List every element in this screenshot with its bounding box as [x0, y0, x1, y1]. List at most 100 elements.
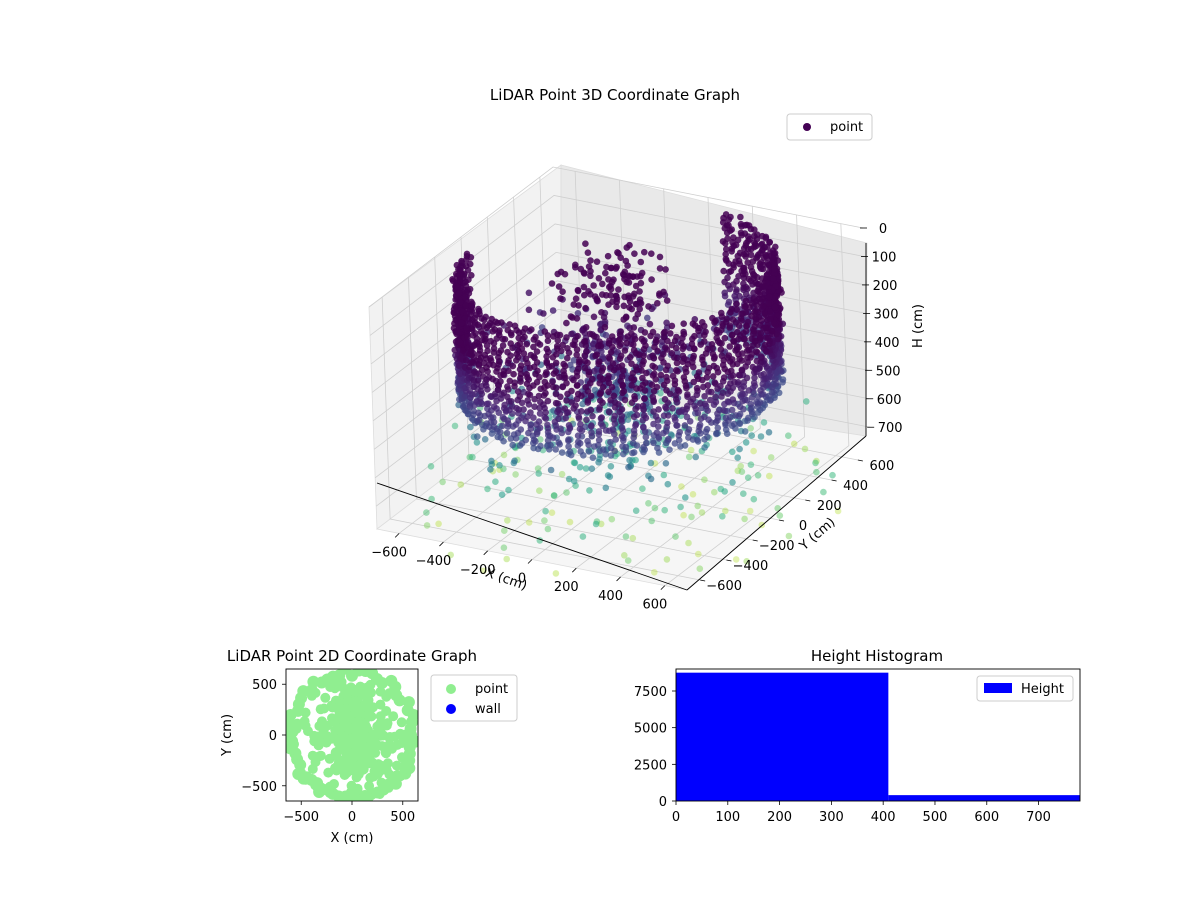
data-point-3d — [504, 393, 511, 401]
data-point-3d — [474, 321, 482, 329]
data-point-3d — [543, 358, 550, 365]
data-point-3d — [593, 351, 601, 359]
data-point-3d — [685, 426, 693, 433]
data-point-3d — [463, 252, 471, 260]
data-point-3d — [581, 338, 588, 345]
y-tick-label-3d: 600 — [869, 459, 894, 474]
data-point-3d — [642, 342, 649, 350]
data-point-3d — [564, 354, 571, 362]
data-point-3d — [549, 378, 556, 386]
data-point-3d — [757, 433, 765, 440]
data-point-3d — [751, 374, 758, 382]
data-point-3d — [595, 275, 603, 282]
data-point-3d — [752, 307, 759, 315]
data-point-3d — [675, 408, 683, 416]
data-point-3d — [524, 413, 531, 421]
data-point-3d — [709, 314, 716, 322]
data-point-3d — [721, 334, 729, 342]
data-point-3d — [640, 406, 647, 414]
data-point-3d — [558, 352, 565, 360]
data-point-3d — [605, 388, 612, 396]
data-point-3d — [574, 382, 581, 389]
data-point-3d — [728, 406, 736, 414]
data-point-3d — [685, 434, 692, 441]
data-point-2d — [358, 793, 369, 801]
data-point-3d — [594, 441, 602, 449]
data-point-3d — [751, 272, 758, 279]
data-point-3d — [741, 515, 748, 523]
data-point-3d — [704, 433, 711, 441]
data-point-3d — [536, 373, 543, 381]
data-point-2d — [294, 758, 307, 771]
data-point-3d — [747, 425, 754, 432]
data-point-3d — [580, 283, 588, 291]
data-point-3d — [488, 457, 495, 465]
data-point-3d — [694, 502, 701, 510]
data-point-3d — [643, 369, 650, 377]
data-point-3d — [574, 310, 582, 317]
histogram-bars — [676, 672, 1080, 801]
data-point-2d — [356, 735, 367, 745]
data-point-3d — [576, 356, 583, 364]
data-point-3d — [640, 448, 647, 456]
data-point-3d — [506, 321, 513, 328]
data-point-3d — [664, 399, 672, 407]
data-point-3d — [671, 414, 678, 421]
data-point-3d — [745, 414, 752, 422]
data-point-3d — [737, 462, 744, 470]
data-point-3d — [660, 350, 667, 358]
data-point-3d — [745, 275, 753, 283]
data-point-3d — [641, 329, 649, 336]
data-point-3d — [552, 390, 560, 398]
data-point-3d — [692, 453, 699, 461]
data-point-3d — [502, 408, 510, 415]
data-point-3d — [680, 343, 688, 350]
data-point-3d — [724, 354, 731, 361]
data-point-3d — [607, 364, 614, 371]
data-point-3d — [750, 379, 758, 387]
x-tick-label-3d: −600 — [371, 545, 407, 560]
data-point-3d — [447, 551, 455, 559]
data-point-3d — [528, 326, 535, 333]
data-point-3d — [497, 428, 504, 436]
data-point-3d — [509, 441, 516, 449]
data-point-2d — [338, 765, 349, 776]
data-point-3d — [477, 387, 485, 395]
data-point-3d — [738, 468, 746, 476]
data-point-3d — [743, 322, 750, 330]
data-point-3d — [498, 319, 505, 326]
data-point-3d — [652, 376, 659, 383]
data-point-3d — [505, 486, 512, 494]
data-point-3d — [813, 468, 820, 476]
data-point-3d — [713, 334, 720, 342]
data-point-3d — [649, 362, 656, 370]
data-point-3d — [608, 383, 616, 391]
data-point-2d — [395, 771, 406, 781]
legend-2d: point wall — [430, 674, 518, 722]
data-point-2d — [350, 785, 361, 796]
data-point-3d — [671, 377, 679, 384]
y-tick-3d — [726, 559, 732, 562]
data-point-3d — [500, 451, 508, 459]
data-point-3d — [530, 353, 538, 360]
data-point-3d — [641, 395, 648, 402]
data-point-3d — [739, 397, 746, 405]
data-point-3d — [497, 378, 504, 385]
data-point-3d — [779, 379, 786, 386]
data-point-3d — [724, 235, 731, 242]
data-point-3d — [497, 347, 505, 354]
data-point-2d — [374, 789, 385, 799]
data-point-3d — [736, 355, 743, 363]
data-point-3d — [476, 416, 483, 424]
data-point-3d — [654, 347, 661, 355]
data-point-3d — [725, 282, 732, 289]
data-point-3d — [829, 471, 836, 479]
data-point-3d — [607, 285, 615, 293]
data-point-3d — [748, 300, 756, 307]
data-point-3d — [614, 249, 621, 256]
data-point-3d — [651, 370, 658, 378]
data-point-3d — [666, 446, 673, 454]
data-point-3d — [747, 251, 755, 259]
data-point-3d — [765, 300, 772, 308]
data-point-3d — [663, 556, 671, 563]
